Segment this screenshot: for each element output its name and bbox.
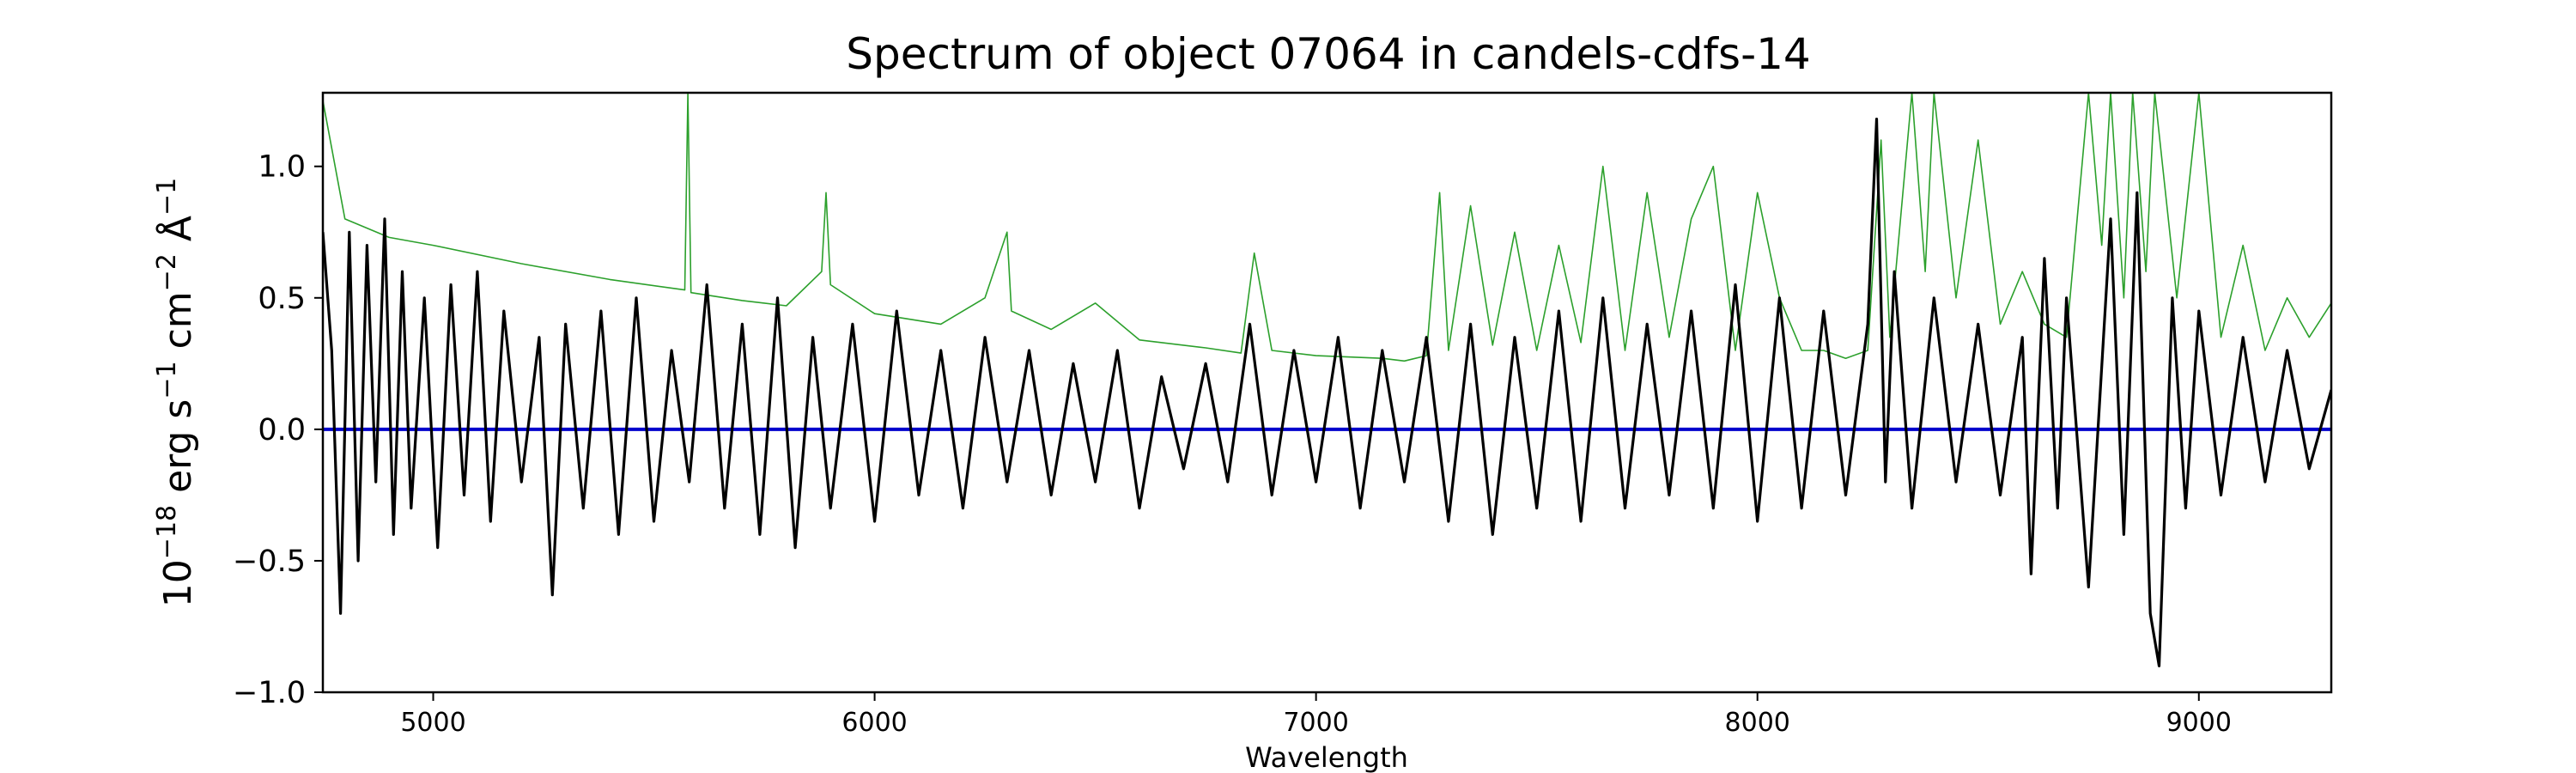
flux-spectrum-line xyxy=(323,118,2331,668)
y-label-exponent: −2 xyxy=(152,253,182,291)
x-tick-label: 8000 xyxy=(1725,708,1790,738)
x-tick-label: 6000 xyxy=(841,708,907,738)
y-label-text: 10 xyxy=(156,559,200,607)
y-label-text: cm xyxy=(156,291,200,361)
y-label-exponent: −1 xyxy=(152,361,182,399)
series-layer xyxy=(323,93,2331,668)
y-tick-label: −0.5 xyxy=(233,545,306,579)
y-label-text: Å xyxy=(155,216,200,253)
x-axis-label: Wavelength xyxy=(1245,741,1408,773)
y-axis-label: 10−18 erg s−1 cm−2 Å−1 xyxy=(152,178,200,607)
y-tick-label: 0.0 xyxy=(258,413,306,447)
x-tick-label: 9000 xyxy=(2166,708,2232,738)
y-label-text: erg s xyxy=(156,399,200,505)
y-tick-label: −1.0 xyxy=(233,676,306,710)
y-label-exponent: −1 xyxy=(152,178,182,216)
x-tick-label: 5000 xyxy=(400,708,465,738)
y-tick-label: 0.5 xyxy=(258,282,306,316)
y-label-exponent: −18 xyxy=(152,505,182,559)
chart-title: Spectrum of object 07064 in candels-cdfs… xyxy=(846,29,1811,79)
y-axis: −1.0 −0.5 0.0 0.5 1.0 xyxy=(233,150,323,710)
y-tick-label: 1.0 xyxy=(258,150,306,185)
x-axis: 5000 6000 7000 8000 9000 xyxy=(400,692,2232,738)
error-spectrum-line xyxy=(323,93,2331,362)
x-tick-label: 7000 xyxy=(1283,708,1348,738)
plot-frame xyxy=(321,91,2333,694)
